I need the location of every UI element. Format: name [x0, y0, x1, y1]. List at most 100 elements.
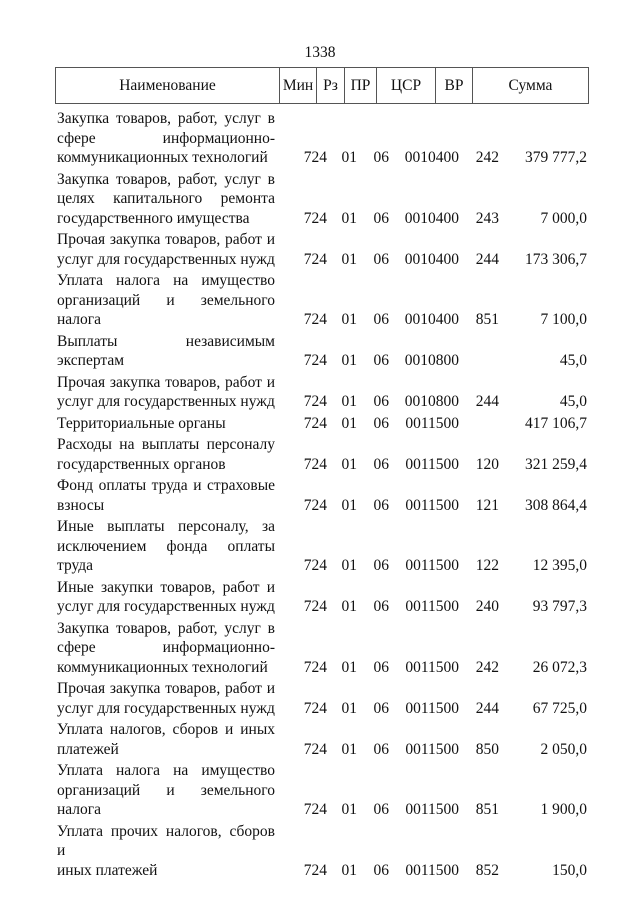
row-name-line: услуг для государственных нужд	[57, 699, 275, 717]
row-name: Уплата налога на имущество организаций и …	[57, 761, 275, 820]
cell-sum: 67 725,0	[532, 699, 587, 717]
cell-sum: 308 864,4	[525, 496, 587, 514]
cell-pr: 06	[373, 149, 390, 166]
cell-rz: 01	[341, 496, 358, 514]
cell-pr: 06	[373, 455, 390, 473]
header-min: Мин	[280, 68, 317, 103]
row-name-line: Расходы на выплаты персоналу	[57, 436, 275, 453]
cell-sum: 417 106,7	[525, 414, 587, 432]
cell-csr: 0010400	[404, 209, 459, 227]
row-name: Закупка товаров, работ, услуг в сфере инф…	[57, 109, 275, 168]
table-row: Расходы на выплаты персоналу государствен…	[57, 433, 587, 474]
row-name: Прочая закупка товаров, работ и услуг для…	[57, 679, 275, 718]
cell-rz: 01	[341, 740, 358, 758]
cell-min: 724	[303, 149, 327, 166]
cell-vr: 851	[475, 801, 499, 818]
cell-pr: 06	[373, 414, 390, 432]
table-row: Иные закупки товаров, работ и услуг для г…	[57, 576, 587, 617]
cell-rz: 01	[341, 801, 358, 818]
cell-csr: 0011500	[405, 598, 459, 615]
cell-rz: 01	[341, 455, 358, 473]
cell-pr: 06	[373, 861, 390, 879]
cell-csr: 0010400	[404, 250, 459, 268]
table-row: Территориальные органы 724 01 06 0011500 417 …	[57, 412, 587, 434]
cell-vr: 851	[475, 311, 499, 328]
cell-min: 724	[303, 740, 327, 758]
cell-pr: 06	[373, 557, 390, 574]
table-row: Закупка товаров, работ, услуг в целях кап…	[57, 168, 587, 229]
cell-pr: 06	[373, 250, 390, 268]
cell-min: 724	[303, 455, 327, 473]
row-name-line: экспертам	[57, 352, 125, 369]
cell-min: 724	[303, 861, 327, 879]
cell-min: 724	[303, 801, 327, 818]
cell-csr: 0011500	[405, 414, 459, 432]
cell-csr: 0010800	[404, 352, 459, 369]
cell-sum: 321 259,4	[525, 455, 587, 473]
cell-sum: 45,0	[559, 393, 587, 410]
header-vr: ВР	[436, 68, 473, 103]
row-name-line: иных платежей	[57, 861, 158, 879]
cell-csr: 0011500	[405, 801, 459, 818]
row-name-line: Закупка товаров, работ, услуг в	[57, 110, 275, 127]
row-name-line: Уплата налогов, сборов и иных	[57, 721, 275, 738]
row-name: Выплаты независимым экспертам	[57, 332, 275, 371]
row-name-line: сфере информационно-	[57, 639, 275, 656]
cell-min: 724	[303, 250, 327, 268]
row-name-line: целях капитального ремонта	[57, 190, 275, 207]
row-name-line: Иные выплаты персоналу, за	[57, 518, 275, 535]
cell-vr: 240	[475, 598, 499, 615]
cell-min: 724	[303, 352, 327, 369]
cell-rz: 01	[341, 250, 358, 268]
table-row: Уплата налогов, сборов и иных платежей 724…	[57, 718, 587, 759]
row-name-line: сфере информационно-	[57, 129, 275, 147]
cell-sum: 93 797,3	[532, 598, 587, 615]
cell-csr: 0010800	[404, 393, 459, 410]
cell-rz: 01	[341, 861, 358, 879]
cell-rz: 01	[341, 393, 358, 410]
row-name-line: Территориальные органы	[57, 414, 226, 432]
row-name: Уплата налогов, сборов и иных платежей	[57, 720, 275, 759]
cell-sum: 12 395,0	[532, 557, 587, 574]
row-name: Прочая закупка товаров, работ и услуг для…	[57, 373, 275, 412]
cell-rz: 01	[341, 414, 358, 432]
cell-rz: 01	[341, 658, 358, 676]
row-name: Расходы на выплаты персоналу государствен…	[57, 435, 275, 474]
cell-min: 724	[303, 496, 327, 514]
row-name: Уплата прочих налогов, сборов и иных плат…	[57, 822, 275, 881]
cell-csr: 0011500	[405, 740, 459, 758]
row-name-line: Прочая закупка товаров, работ и	[57, 680, 275, 697]
cell-pr: 06	[373, 496, 390, 514]
cell-sum: 26 072,3	[532, 658, 587, 676]
row-name-line: Уплата налога на имущество	[57, 272, 275, 289]
row-name-line: исключением фонда оплаты	[57, 537, 275, 555]
cell-sum: 379 777,2	[525, 149, 587, 166]
cell-vr: 122	[475, 557, 499, 574]
row-name: Прочая закупка товаров, работ и услуг для…	[57, 230, 275, 269]
table-row: Уплата налога на имущество организаций и …	[57, 269, 587, 330]
row-name: Иные закупки товаров, работ и услуг для г…	[57, 578, 275, 617]
cell-sum: 1 900,0	[540, 801, 588, 818]
header-rz: Рз	[317, 68, 345, 103]
cell-csr: 0011500	[405, 658, 459, 676]
row-name-line: государственных органов	[57, 455, 226, 473]
table-row: Выплаты независимым экспертам 724 01 06 00108…	[57, 330, 587, 371]
row-name: Уплата налога на имущество организаций и …	[57, 271, 275, 330]
cell-vr: 852	[475, 861, 499, 879]
cell-sum: 7 000,0	[540, 209, 588, 227]
cell-sum: 150,0	[552, 861, 587, 879]
row-name: Закупка товаров, работ, услуг в целях кап…	[57, 170, 275, 229]
header-sum: Сумма	[508, 76, 553, 94]
row-name: Иные выплаты персоналу, за исключением фо…	[57, 517, 275, 576]
cell-csr: 0010400	[404, 149, 459, 166]
row-name-line: Выплаты независимым	[57, 332, 275, 350]
row-name-line: услуг для государственных нужд	[57, 250, 275, 268]
cell-rz: 01	[341, 149, 358, 166]
cell-rz: 01	[341, 311, 358, 328]
row-name: Территориальные органы	[57, 414, 275, 434]
cell-min: 724	[303, 598, 327, 615]
row-name-line: услуг для государственных нужд	[57, 598, 275, 615]
row-name-line: государственного имущества	[57, 209, 250, 227]
cell-rz: 01	[341, 598, 358, 615]
